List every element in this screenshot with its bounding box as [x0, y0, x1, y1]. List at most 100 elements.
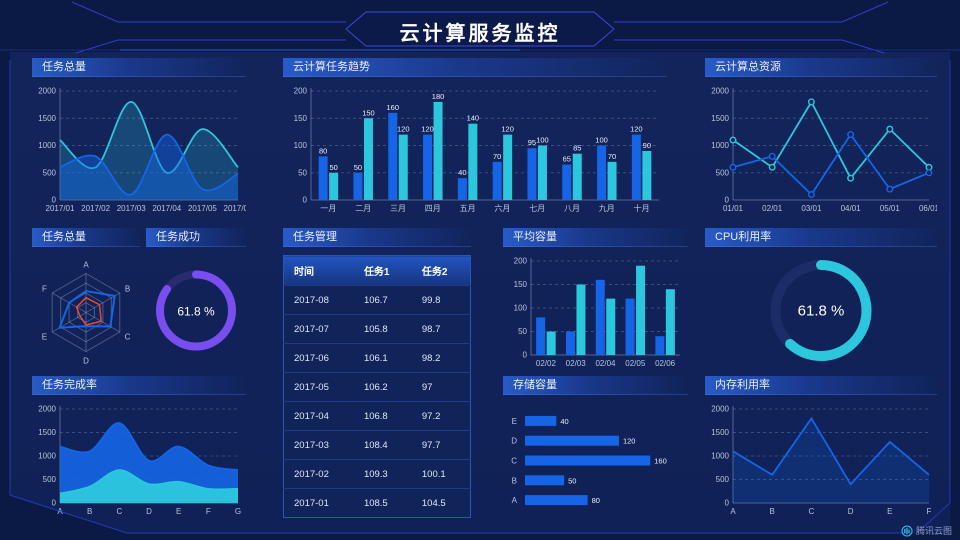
svg-text:A: A [57, 507, 63, 516]
svg-text:120: 120 [421, 125, 434, 134]
svg-text:八月: 八月 [564, 204, 580, 213]
table-cell: 97.2 [411, 401, 471, 431]
svg-text:500: 500 [43, 168, 57, 177]
panel-title-bar: 平均容量 [503, 228, 688, 247]
panel-title-bar: 存储容量 [503, 376, 688, 395]
svg-text:2017/05: 2017/05 [188, 204, 217, 213]
table-cell: 106.1 [353, 343, 412, 373]
panel-task-success: 任务成功 61.8 % [146, 228, 246, 370]
panel-task-management: 任务管理 时间 任务1 任务2 2017-08 106.7 99.8 2017-07 105.… [283, 228, 471, 518]
table-cell: 2017-08 [283, 285, 354, 315]
panel-title: CPU利用率 [715, 231, 772, 243]
svg-text:01/01: 01/01 [723, 204, 744, 213]
panel-title: 任务完成率 [42, 379, 97, 391]
svg-text:50: 50 [518, 327, 527, 336]
panel-title: 平均容量 [513, 231, 557, 243]
task-table: 时间 任务1 任务2 2017-08 106.7 99.8 2017-07 105.8 98.7… [283, 255, 471, 518]
table-cell: 108.5 [353, 488, 412, 518]
svg-text:1500: 1500 [711, 428, 729, 437]
svg-text:40: 40 [458, 168, 466, 177]
table-cell: 2017-04 [283, 401, 354, 431]
svg-text:A: A [83, 261, 89, 270]
svg-text:120: 120 [397, 125, 410, 134]
table-cell: 108.4 [353, 430, 412, 460]
table-row: 2017-04 106.8 97.2 [283, 401, 471, 431]
panel-cloud-total-resources: 云计算总资源 0 500 1000 1500 2000 01/01 02/01 03/01 04… [705, 58, 940, 215]
task-management-table: 时间 任务1 任务2 2017-08 106.7 99.8 2017-07 105.8 98.7… [283, 251, 471, 518]
svg-text:95: 95 [528, 138, 536, 147]
average-capacity-bar-chart: 0 50 100 150 200 02/02 02/03 02/04 02/05 02/06 [503, 251, 688, 370]
table-row: 2017-02 109.3 100.1 [283, 459, 471, 489]
table-cell: 105.8 [353, 314, 412, 344]
panel-title: 存储容量 [513, 379, 557, 391]
panel-title-bar: 任务总量 [32, 228, 140, 247]
svg-text:D: D [83, 357, 89, 366]
svg-text:A: A [730, 507, 736, 516]
svg-text:2017/04: 2017/04 [152, 204, 181, 213]
svg-text:0: 0 [52, 499, 57, 508]
panel-title: 云计算任务趋势 [293, 61, 370, 73]
svg-text:A: A [512, 496, 518, 505]
svg-text:0: 0 [303, 196, 308, 205]
panel-cpu-utilization: CPU利用率 61.8 % [705, 228, 937, 370]
svg-text:二月: 二月 [355, 204, 371, 213]
average-capacity-svg: 0 50 100 150 200 02/02 02/03 02/04 02/05 02/06 [514, 257, 680, 368]
column-header: 任务1 [353, 255, 412, 286]
svg-text:E: E [176, 507, 181, 516]
svg-text:06/01: 06/01 [919, 204, 937, 213]
table-row: 2017-03 108.4 97.7 [283, 430, 471, 460]
svg-text:G: G [235, 507, 241, 516]
svg-text:90: 90 [643, 141, 651, 150]
table-cell: 106.7 [353, 285, 412, 315]
panel-title-bar: 任务管理 [283, 228, 471, 247]
svg-text:十月: 十月 [634, 203, 650, 213]
svg-text:1000: 1000 [38, 452, 56, 461]
svg-text:D: D [146, 507, 152, 516]
table-cell: 2017-02 [283, 459, 354, 489]
svg-text:D: D [848, 507, 854, 516]
svg-text:一月: 一月 [320, 204, 336, 213]
table-row: 2017-07 105.8 98.7 [283, 314, 471, 344]
svg-text:70: 70 [493, 152, 501, 161]
svg-text:2000: 2000 [711, 87, 729, 96]
svg-text:九月: 九月 [599, 204, 615, 213]
panel-title-bar: 云计算任务趋势 [283, 58, 667, 77]
svg-text:50: 50 [568, 476, 576, 485]
panel-task-total-radar: 任务总量 A B C D E F [32, 228, 140, 370]
svg-text:0: 0 [523, 351, 528, 360]
table-cell: 104.5 [411, 488, 471, 518]
table-cell: 2017-03 [283, 430, 354, 460]
svg-text:200: 200 [514, 257, 528, 266]
panel-title-bar: 云计算总资源 [705, 58, 937, 77]
svg-text:500: 500 [43, 475, 57, 484]
cpu-utilization-donut-chart: 61.8 % [705, 251, 937, 370]
watermark-label: 腾讯云图 [915, 526, 952, 536]
svg-text:500: 500 [716, 168, 730, 177]
panel-cloud-task-trend: 云计算任务趋势 0 50 100 150 200 一月 二月 三月 四月 五月 六月 七月 八月 九月 十月… [283, 58, 667, 215]
svg-text:500: 500 [716, 475, 730, 484]
svg-text:150: 150 [514, 280, 528, 289]
panel-memory-utilization: 内存利用率 0 500 1000 1500 2000 A B C D E F [705, 376, 937, 518]
svg-text:50: 50 [354, 163, 362, 172]
svg-text:2017/03: 2017/03 [117, 204, 146, 213]
watermark: 腾讯云图 [901, 524, 952, 537]
panel-title: 任务总量 [42, 61, 86, 73]
svg-text:C: C [809, 507, 815, 516]
svg-text:1000: 1000 [711, 141, 729, 150]
table-row: 2017-06 106.1 98.2 [283, 343, 471, 373]
table-row: 2017-01 108.5 104.5 [283, 488, 471, 518]
svg-text:120: 120 [630, 125, 643, 134]
task-completion-rate-svg: 0 500 1000 1500 2000 A B C D E F G [38, 405, 241, 517]
svg-text:05/01: 05/01 [880, 204, 901, 213]
cloud-task-trend-bar-chart: 0 50 100 150 200 一月 二月 三月 四月 五月 六月 七月 八月 九月 十月 80 50 160 1… [283, 81, 667, 215]
cpu-utilization-svg: 61.8 % [770, 259, 872, 362]
svg-text:80: 80 [592, 496, 600, 505]
table-cell: 2017-01 [283, 488, 354, 518]
panel-title: 任务成功 [156, 231, 200, 243]
svg-text:2017/02: 2017/02 [81, 204, 110, 213]
column-header: 任务2 [411, 255, 471, 286]
table-cell: 100.1 [411, 459, 471, 489]
